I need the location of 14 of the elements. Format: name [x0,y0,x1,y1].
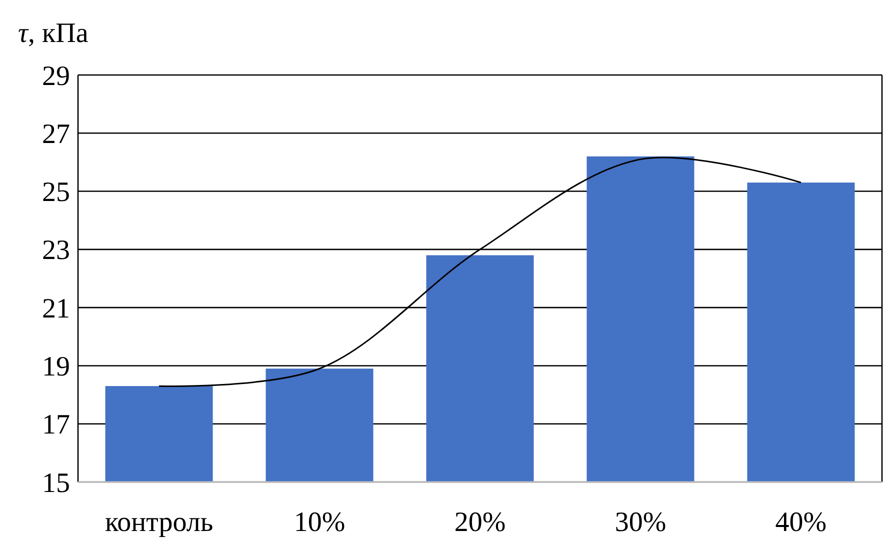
x-tick-label: 20% [454,507,506,538]
x-tick-label: 30% [614,507,666,538]
y-axis-title: τ, кПа [18,18,89,49]
x-tick-label: 40% [775,507,827,538]
y-tick-label: 17 [42,410,70,441]
y-tick-label: 15 [42,468,70,499]
y-tick-label: 23 [42,235,70,266]
y-tick-label: 27 [42,118,70,150]
x-tick-label: 10% [294,507,346,538]
y-tick-label: 21 [42,293,70,324]
y-tick-label: 25 [42,177,70,208]
x-tick-label: контроль [104,507,214,538]
y-tick-label: 19 [42,352,70,383]
y-tick-label: 29 [42,60,70,92]
